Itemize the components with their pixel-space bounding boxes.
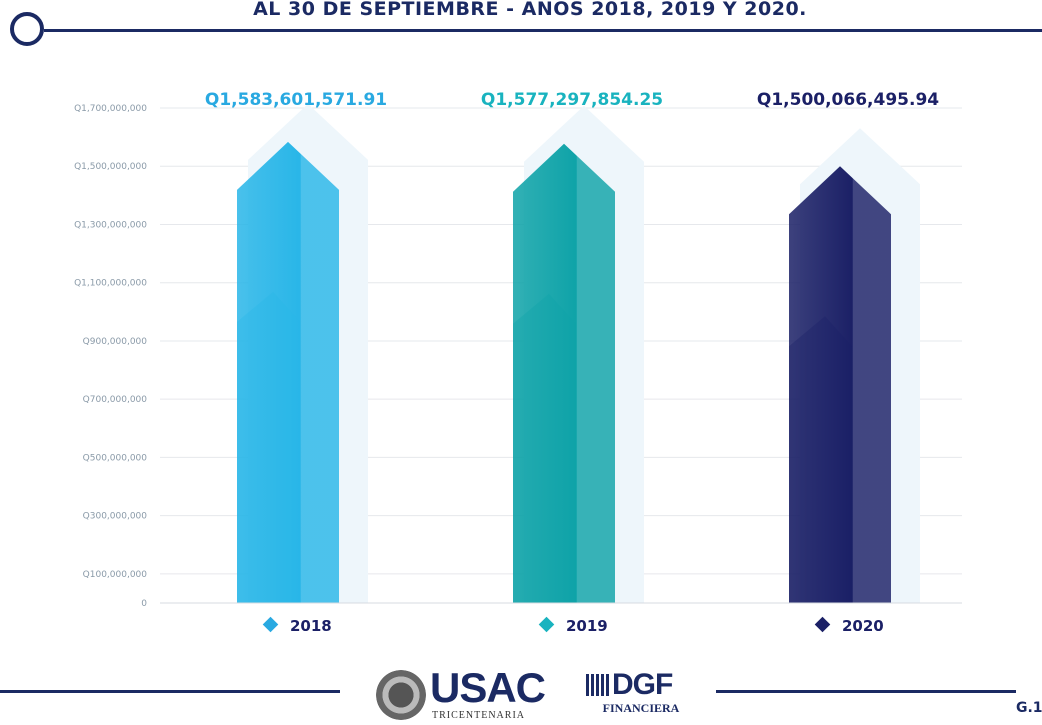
data-label-2018: Q1,583,601,571.91 xyxy=(205,90,387,110)
data-label-2019: Q1,577,297,854.25 xyxy=(481,90,663,110)
legend-marker-2020 xyxy=(814,616,831,633)
y-tick-label: Q500,000,000 xyxy=(83,453,148,463)
page-code: G.1 xyxy=(1016,700,1042,716)
bar-2020 xyxy=(789,166,891,603)
y-tick-label: 0 xyxy=(141,599,147,609)
usac-logo-text: USAC xyxy=(430,664,546,711)
data-label-2020: Q1,500,066,495.94 xyxy=(757,90,939,110)
header-circle-ornament xyxy=(10,12,44,46)
bar-2019 xyxy=(513,143,615,603)
bar-highlight xyxy=(789,316,852,603)
bar-highlight xyxy=(237,291,300,603)
footer-divider-left xyxy=(0,690,340,693)
dgf-logo-subtext: FINANCIERA xyxy=(602,701,680,715)
y-tick-label: Q700,000,000 xyxy=(83,395,148,405)
header-divider xyxy=(44,29,1042,32)
dgf-logo-text: DGF xyxy=(612,668,673,701)
legend-marker-2018 xyxy=(262,616,279,633)
chart-title: AL 30 DE SEPTIEMBRE - AÑOS 2018, 2019 Y … xyxy=(253,0,807,20)
y-tick-label: Q300,000,000 xyxy=(83,512,148,522)
legend-marker-2019 xyxy=(538,616,555,633)
usac-logo-subtext: TRICENTENARIA xyxy=(432,710,525,721)
usac-seal-icon xyxy=(376,670,426,720)
dgf-logo: DGF FINANCIERA xyxy=(586,670,696,725)
y-tick-label: Q1,700,000,000 xyxy=(74,104,147,114)
y-tick-label: Q900,000,000 xyxy=(83,337,148,347)
y-tick-label: Q1,100,000,000 xyxy=(74,279,147,289)
legend-label-2018: 2018 xyxy=(290,617,332,635)
legend-label-2019: 2019 xyxy=(566,617,608,635)
y-tick-label: Q1,500,000,000 xyxy=(74,162,147,172)
bar-2018 xyxy=(237,141,339,603)
footer-divider-right xyxy=(716,690,1016,693)
y-tick-label: Q1,300,000,000 xyxy=(74,220,147,230)
y-tick-label: Q100,000,000 xyxy=(83,570,148,580)
dgf-bars-icon xyxy=(586,674,610,696)
usac-logo: USAC TRICENTENARIA xyxy=(376,666,546,725)
bar-chart: 0 Q100,000,000 Q300,000,000 Q500,000,000 Q70… xyxy=(74,90,962,635)
bar-highlight xyxy=(513,293,576,603)
legend-label-2020: 2020 xyxy=(842,617,884,635)
